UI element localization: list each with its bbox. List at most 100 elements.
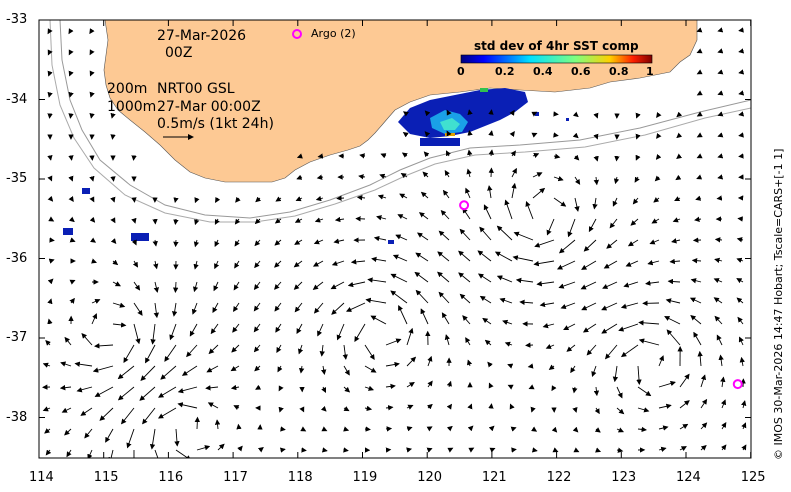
- current-vector: [231, 344, 240, 353]
- current-vector: [679, 373, 690, 388]
- current-vector: [738, 336, 744, 346]
- current-vector: [415, 252, 429, 262]
- x-tick-label: 118: [287, 470, 313, 485]
- current-vector: [173, 218, 179, 225]
- current-vector: [427, 355, 433, 367]
- current-vector: [68, 91, 74, 98]
- current-vector: [301, 447, 307, 453]
- current-vector: [581, 260, 597, 270]
- current-vector: [513, 231, 534, 241]
- current-vector: [406, 426, 413, 432]
- current-vector: [160, 365, 177, 380]
- current-vector: [133, 302, 143, 316]
- current-vector: [49, 237, 55, 243]
- current-vector: [737, 316, 744, 325]
- colorbar-tick-label: 0.8: [609, 65, 629, 78]
- current-vector: [193, 239, 200, 248]
- current-vector: [466, 168, 472, 178]
- current-vector: [553, 176, 564, 182]
- current-vector: [484, 339, 492, 346]
- current-vector: [601, 323, 618, 334]
- current-vector: [548, 364, 555, 370]
- current-vector: [736, 297, 744, 304]
- current-vector: [618, 323, 639, 332]
- current-vector: [150, 323, 156, 345]
- current-vector: [635, 154, 641, 161]
- current-vector: [194, 218, 200, 226]
- current-vector: [91, 313, 98, 325]
- current-vector: [94, 343, 114, 349]
- argo-float-marker: [732, 379, 743, 390]
- current-vector: [616, 407, 625, 415]
- current-vector: [515, 277, 534, 284]
- current-vector: [714, 257, 723, 263]
- current-vector: [420, 191, 429, 199]
- current-vectors: [42, 27, 747, 458]
- current-vector: [424, 110, 431, 117]
- current-vector: [739, 356, 745, 367]
- current-vector: [364, 385, 374, 391]
- current-vector: [373, 235, 387, 242]
- current-vector: [679, 446, 687, 452]
- current-vector: [294, 302, 303, 313]
- current-vector: [278, 385, 284, 392]
- current-vector: [60, 361, 72, 367]
- current-vector: [656, 132, 662, 139]
- current-vector: [446, 109, 452, 116]
- current-vector: [696, 111, 703, 117]
- current-vector: [153, 281, 159, 293]
- y-tick-label: -35: [6, 171, 28, 186]
- current-vector: [736, 237, 744, 243]
- current-vector: [316, 174, 324, 180]
- current-vector: [175, 449, 192, 458]
- current-vector: [483, 204, 492, 220]
- current-vector: [530, 406, 536, 413]
- current-vector: [551, 385, 557, 392]
- current-vector: [277, 365, 283, 373]
- current-vector: [69, 297, 75, 304]
- current-vector: [636, 365, 642, 386]
- current-vector: [713, 297, 723, 304]
- current-vector: [695, 195, 702, 201]
- copyright-text: © IMOS 30-Mar-2026 14:47 Hobart; Tscale=…: [772, 148, 785, 460]
- current-vector: [108, 449, 114, 458]
- current-vector: [566, 344, 576, 352]
- current-vector: [217, 443, 225, 451]
- current-vector: [196, 445, 211, 451]
- contour-200-label: 200m: [107, 81, 148, 97]
- current-vector: [233, 302, 240, 312]
- current-vector: [177, 386, 198, 394]
- current-vector: [487, 361, 493, 368]
- current-vector: [512, 255, 534, 262]
- current-vector: [110, 112, 116, 119]
- current-vector: [333, 238, 345, 244]
- current-vector: [690, 314, 702, 325]
- current-vector: [442, 189, 450, 199]
- current-vector: [142, 407, 156, 425]
- current-vector: [47, 278, 54, 285]
- current-vector: [254, 239, 261, 247]
- current-vector: [210, 323, 219, 335]
- current-vector: [656, 111, 662, 118]
- current-vector: [532, 152, 540, 158]
- current-vector: [280, 426, 286, 432]
- current-vector: [69, 237, 76, 243]
- current-vector: [536, 280, 555, 287]
- current-vector: [186, 344, 198, 358]
- colorbar: [460, 54, 653, 64]
- y-tick-label: -37: [6, 330, 28, 345]
- current-vector: [426, 426, 433, 432]
- current-vector: [390, 290, 408, 304]
- current-vector: [230, 384, 240, 391]
- current-vector: [580, 281, 597, 290]
- current-vector: [117, 365, 135, 380]
- current-vector: [89, 49, 95, 56]
- y-tick-label: -36: [6, 250, 28, 266]
- current-vector: [616, 447, 624, 453]
- current-vector: [616, 386, 623, 399]
- current-vector: [717, 111, 724, 117]
- current-vector: [441, 312, 450, 325]
- x-tick-label: 121: [481, 470, 507, 485]
- current-vector: [635, 133, 641, 140]
- current-vector: [551, 426, 558, 433]
